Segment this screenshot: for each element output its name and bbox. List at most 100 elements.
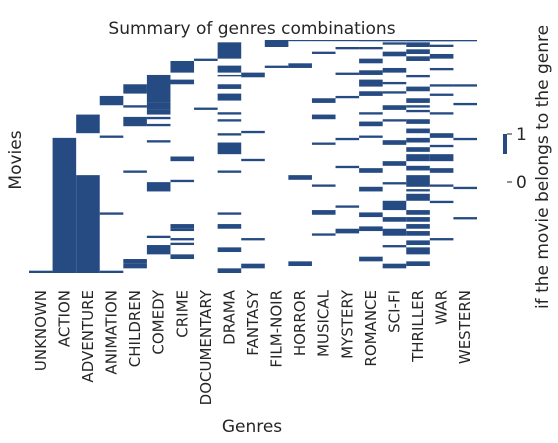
heatmap-cell [382, 40, 407, 42]
heatmap-cell [170, 242, 195, 246]
heatmap-cell [146, 116, 171, 120]
heatmap-cell [311, 210, 336, 215]
heatmap-cell [170, 156, 195, 162]
heatmap-cell [288, 175, 312, 180]
heatmap-cell [99, 95, 124, 106]
heatmap-cell [241, 158, 265, 162]
x-tick-labels: UNKNOWN ACTION ADVENTURE ANIMATION CHILDREN C… [32, 289, 474, 405]
x-tick-label: ADVENTURE [79, 290, 97, 383]
heatmap-cell [217, 224, 242, 229]
heatmap-cell [241, 238, 265, 241]
heatmap-cell [311, 98, 336, 103]
x-tick-label: FILM-NOIR [268, 290, 286, 368]
heatmap-cell [429, 112, 454, 115]
heatmap-cell [406, 128, 430, 134]
heatmap-cell [146, 140, 171, 143]
heatmap-cell [453, 102, 477, 106]
x-tick-label: HORROR [291, 290, 309, 356]
y-axis-label: Movies [6, 130, 26, 189]
heatmap-cell [382, 67, 407, 73]
heatmap-cell [217, 84, 242, 89]
heatmap-cell [217, 74, 242, 77]
heatmap-cell [453, 84, 477, 87]
heatmap-cell [335, 72, 360, 75]
colorbar-label: if the movie belongs to the genre [533, 25, 553, 309]
heatmap-cell [406, 154, 430, 162]
x-tick-label: FANTASY [244, 289, 262, 356]
heatmap-cell [335, 165, 360, 169]
heatmap-cell [217, 42, 242, 59]
heatmap-cell [406, 147, 430, 152]
heatmap-cell [382, 228, 407, 236]
x-tick-label: CHILDREN [126, 290, 144, 367]
heatmap-cell [146, 182, 171, 192]
colorbar-swatch [503, 134, 507, 154]
heatmap-cell [429, 93, 454, 96]
heatmap-cell [453, 137, 477, 141]
heatmap-cell [406, 56, 430, 61]
heatmap-cell [406, 189, 430, 192]
heatmap-cell [406, 193, 430, 201]
heatmap-cell [99, 270, 124, 273]
heatmap-cell [429, 84, 454, 87]
heatmap-cell [359, 70, 383, 75]
x-tick-label: DRAMA [220, 289, 238, 345]
x-tick-label: DOCUMENTARY [197, 289, 215, 405]
heatmap-cell [359, 121, 383, 127]
x-tick-label: ACTION [55, 290, 73, 347]
heatmap-cell [406, 42, 430, 47]
heatmap-cell [406, 240, 430, 246]
heatmap-cell [29, 270, 53, 273]
heatmap-cell [406, 40, 430, 42]
heatmap-cell [217, 93, 242, 101]
heatmap-cell [429, 133, 454, 138]
x-tick-label: CRIME [173, 290, 191, 338]
heatmap-cell [382, 263, 407, 269]
heatmap-cell [406, 210, 430, 215]
x-tick-label: MUSICAL [315, 289, 333, 357]
heatmap-cell [382, 182, 407, 185]
heatmap-cell [406, 231, 430, 236]
heatmap-cell [217, 119, 242, 122]
heatmap-cell [382, 91, 407, 94]
colorbar: 1 0 [503, 125, 527, 193]
heatmap-cell [52, 137, 77, 273]
heatmap-cell [217, 112, 242, 115]
heatmap-cell [335, 228, 360, 234]
heatmap-cell [429, 168, 454, 173]
heatmap-cell [170, 228, 195, 232]
heatmap-cell [382, 245, 407, 248]
heatmap-cell [99, 135, 124, 138]
heatmap-cell [311, 233, 336, 236]
heatmap-cell [406, 261, 430, 267]
heatmap-cell [335, 95, 360, 99]
heatmap-cell [406, 217, 430, 222]
heatmap-cell [382, 105, 407, 110]
heatmap-cell [146, 74, 171, 103]
heatmap-cell [429, 44, 454, 47]
heatmap-cell [146, 235, 171, 239]
heatmap-cell [359, 40, 383, 42]
heatmap-cell [123, 170, 147, 173]
heatmap-cell [311, 40, 336, 42]
x-tick-label: MYSTERY [338, 289, 356, 359]
chart-title: Summary of genres combinations [108, 19, 395, 39]
heatmap-cell [382, 217, 407, 222]
heatmap-cell [288, 261, 312, 267]
heatmap-cell [170, 60, 195, 73]
x-tick-label: SCI-FI [385, 290, 403, 333]
heatmap-cell [76, 175, 100, 273]
heatmap-cell [170, 254, 195, 260]
heatmap-cell [406, 224, 430, 229]
heatmap-cell [217, 268, 242, 273]
heatmap-cell [311, 184, 336, 187]
heatmap-cell [382, 161, 407, 166]
heatmap-cell [146, 123, 171, 127]
heatmap-cell [382, 81, 407, 85]
heatmap-cell [311, 114, 336, 120]
heatmap-cell [429, 200, 454, 204]
heatmap-cell [146, 245, 171, 255]
heatmap-cells [29, 40, 477, 273]
heatmap-cell [217, 170, 242, 173]
heatmap-cell [406, 119, 430, 124]
